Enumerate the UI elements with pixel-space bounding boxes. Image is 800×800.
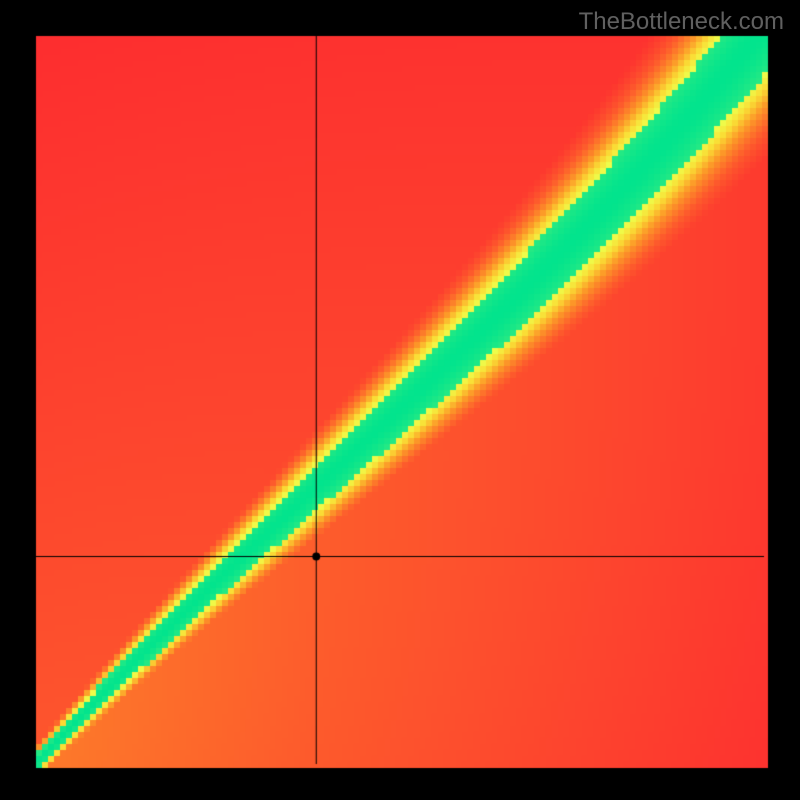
chart-container: TheBottleneck.com: [0, 0, 800, 800]
bottleneck-heatmap: [0, 0, 800, 800]
watermark-text: TheBottleneck.com: [579, 8, 784, 36]
